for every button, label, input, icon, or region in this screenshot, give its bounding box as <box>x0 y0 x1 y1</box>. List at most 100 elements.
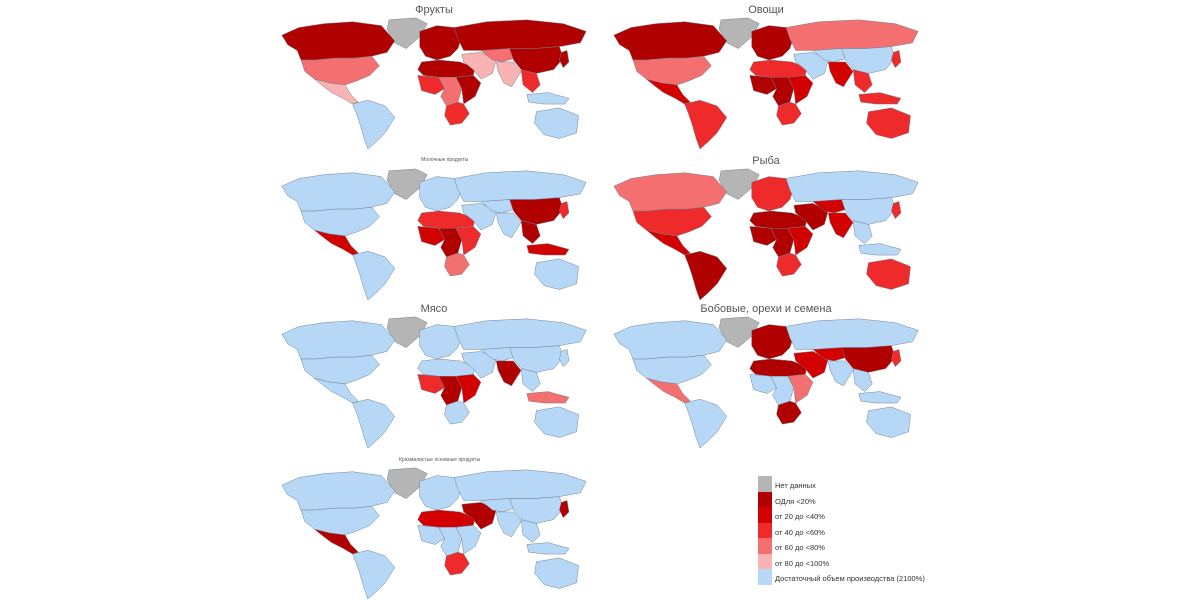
region-russia <box>785 19 919 51</box>
region-central-asia <box>812 347 848 362</box>
region-indonesia <box>526 542 570 555</box>
region-southeast-asia <box>520 368 541 392</box>
legend-label: от 20 до <40% <box>775 512 825 521</box>
legend-item-80-100: от 80 до <100% <box>758 553 958 569</box>
region-south-america <box>684 250 727 301</box>
region-china <box>841 197 896 225</box>
panel-title: Молочные продукты <box>421 157 469 163</box>
region-japan <box>559 50 570 68</box>
legend-label: Нет данных <box>775 481 816 490</box>
legend-item-20-40: от 20 до <40% <box>758 507 958 523</box>
region-australia <box>866 258 911 290</box>
region-india <box>495 511 522 538</box>
legend-item-60-80: от 60 до <80% <box>758 538 958 554</box>
region-india <box>827 360 854 387</box>
region-indonesia <box>858 391 902 404</box>
region-china <box>509 496 564 524</box>
legend-item-no-data: Нет данных <box>758 476 958 492</box>
region-south-america <box>352 549 395 600</box>
region-russia <box>453 19 587 51</box>
legend-label: от 60 до <80% <box>775 543 825 552</box>
region-greenland <box>386 467 428 499</box>
region-europe <box>419 25 462 61</box>
region-europe <box>419 475 462 511</box>
region-europe <box>751 176 794 212</box>
region-china <box>509 197 564 225</box>
region-middle-east <box>793 203 829 231</box>
region-europe <box>751 25 794 61</box>
region-india <box>495 360 522 387</box>
region-central-asia <box>480 48 516 63</box>
region-japan <box>891 201 902 219</box>
legend-swatch <box>758 538 772 554</box>
region-india <box>827 212 854 239</box>
world-map <box>281 467 587 600</box>
region-russia <box>785 318 919 350</box>
region-usa <box>300 505 380 536</box>
region-usa <box>632 206 712 237</box>
world-map <box>613 17 919 150</box>
region-usa <box>300 55 380 86</box>
region-east-africa <box>787 374 814 404</box>
region-greenland <box>386 168 428 200</box>
legend-swatch <box>758 569 772 585</box>
region-north-america <box>613 172 727 212</box>
region-indonesia <box>858 92 902 105</box>
region-indonesia <box>858 243 902 256</box>
region-middle-east <box>793 52 829 80</box>
region-russia <box>453 318 587 350</box>
region-southeast-asia <box>520 519 541 543</box>
region-north-america <box>613 21 727 61</box>
region-russia <box>453 469 587 501</box>
region-southern-africa <box>776 101 802 126</box>
panel-title: Бобовые, орехи и семена <box>700 303 832 315</box>
region-west-africa <box>749 374 777 394</box>
panel-title: Мясо <box>420 303 448 315</box>
region-australia <box>534 406 579 438</box>
region-southern-africa <box>776 252 802 277</box>
region-east-africa <box>455 75 482 105</box>
region-indonesia <box>526 391 570 404</box>
legend-label: от 40 до <60% <box>775 527 825 537</box>
region-west-africa <box>417 374 445 394</box>
region-india <box>495 212 522 239</box>
region-europe <box>419 176 462 212</box>
region-indonesia <box>526 243 570 256</box>
region-central-asia <box>480 199 516 214</box>
region-japan <box>891 50 902 68</box>
legend-label: Достаточный объем производства (2100%) <box>775 574 925 583</box>
region-japan <box>559 500 570 518</box>
region-greenland <box>718 17 760 49</box>
region-central-asia <box>812 48 848 63</box>
region-east-africa <box>787 75 814 105</box>
world-map <box>281 168 587 301</box>
region-china <box>841 46 896 74</box>
region-china <box>841 345 896 373</box>
region-australia <box>534 557 579 589</box>
region-southern-africa <box>444 551 470 576</box>
region-southeast-asia <box>852 69 873 93</box>
region-europe <box>751 324 794 360</box>
region-australia <box>534 107 579 139</box>
panel-title: Овощи <box>748 4 784 16</box>
legend-swatch <box>758 553 772 569</box>
region-north-america <box>281 320 395 360</box>
region-middle-east <box>461 502 497 530</box>
region-southeast-asia <box>520 69 541 93</box>
region-west-africa <box>417 525 445 545</box>
legend-label: от 80 до <100% <box>775 558 830 568</box>
panel-title: Крахмалистые основные продукты <box>399 457 481 463</box>
legend-swatch <box>758 476 772 492</box>
region-greenland <box>718 168 760 200</box>
region-southern-africa <box>776 400 802 425</box>
legend-item-lt20: ОДля <20% <box>758 491 958 507</box>
region-southeast-asia <box>852 368 873 392</box>
legend-item-40-60: от 40 до <60% <box>758 522 958 538</box>
region-west-africa <box>749 226 777 246</box>
region-japan <box>559 201 570 219</box>
legend-swatch <box>758 491 772 507</box>
region-southern-africa <box>444 400 470 425</box>
panel-title: Фрукты <box>415 4 453 16</box>
region-southern-africa <box>444 101 470 126</box>
region-south-america <box>352 250 395 301</box>
